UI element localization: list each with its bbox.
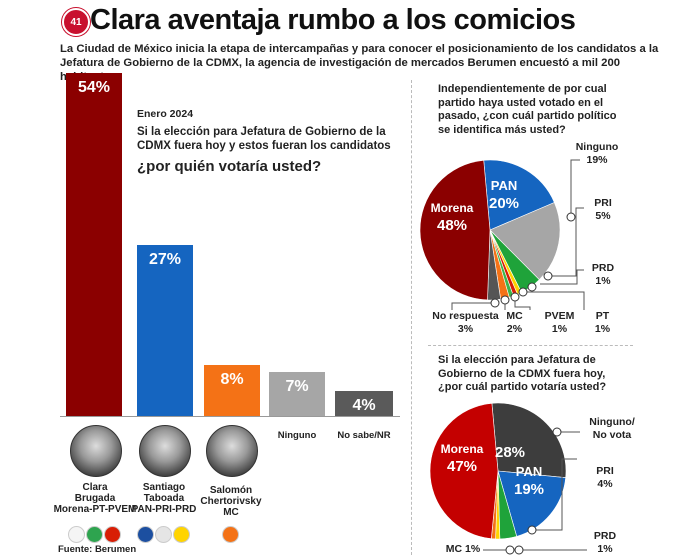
leader-marker <box>552 427 562 437</box>
pie1-title: Independientemente de por cual partido h… <box>438 83 617 136</box>
candidate-name: Santiago Taboada PAN-PRI-PRD <box>131 482 197 515</box>
pie2-label-pri: PRI 4% <box>596 465 614 490</box>
pie1-morena-value: 48% <box>437 217 467 234</box>
leader-ninguno <box>570 159 580 213</box>
leader-pvem <box>514 297 531 310</box>
leader-marker <box>543 271 553 281</box>
bar-3: 7% <box>269 371 325 416</box>
leader-pt <box>523 291 585 310</box>
leader-marker <box>510 292 520 302</box>
question-text: Si la elección para Jefatura de Gobierno… <box>137 126 391 152</box>
party-logo-icon <box>222 526 239 543</box>
leader-marker <box>514 545 524 555</box>
horizontal-divider <box>428 345 633 346</box>
leader-marker <box>518 287 528 297</box>
bar-value-label: 54% <box>77 79 111 96</box>
leader-pri <box>548 207 584 277</box>
page-title: Clara aventaja rumbo a los comicios <box>90 4 576 36</box>
pie1-slice-ninguno <box>489 202 561 281</box>
party-logo-icon <box>86 526 103 543</box>
leader-marker <box>490 298 500 308</box>
pie2-slice-morena <box>429 402 499 539</box>
pie2-title: Si la elección para Jefatura de Gobierno… <box>438 354 607 393</box>
option-label-ninguno: Ninguno <box>277 430 317 441</box>
party-logo-icon <box>104 526 121 543</box>
leader-marker <box>527 282 537 292</box>
leader-prd <box>540 269 584 285</box>
leader-marker <box>527 525 537 535</box>
bar-value-label: 4% <box>352 396 376 414</box>
pie1-label-ninguno: Ninguno 19% <box>575 141 619 166</box>
pie1-label-pvem: PVEM 1% <box>544 310 575 335</box>
pie1-label-nr: No respuesta 3% <box>432 310 499 335</box>
leader-pri <box>536 458 577 531</box>
bar-value-label: 8% <box>220 371 244 389</box>
pie1-slice-pan <box>483 159 555 231</box>
option-label-nosabe: No sabe/NR <box>337 430 391 441</box>
party-logo-icon <box>173 526 190 543</box>
pie2-slice-ningunonovota <box>491 402 567 479</box>
leader-marker <box>500 295 510 305</box>
pie1-label-pri: PRI 5% <box>594 197 612 222</box>
bar-question: Enero 2024 Si la elección para Jefatura … <box>137 108 407 175</box>
candidate-photo <box>70 425 122 477</box>
pie2-label-ninguno: Ninguno/No vota <box>589 416 635 441</box>
baseline <box>60 416 400 417</box>
party-logo-icon <box>68 526 85 543</box>
bar-2: 8% <box>204 365 260 416</box>
pie2-label-prd: PRD 1% <box>593 530 617 555</box>
pie1-label-prd: PRD 1% <box>591 262 615 287</box>
survey-date: Enero 2024 <box>137 108 194 120</box>
pie2-ninguno-value: 28% <box>495 444 525 461</box>
bar-value-label: 27% <box>148 250 182 268</box>
pie1-morena-name: Morena <box>431 201 474 215</box>
party-logo-icon <box>155 526 172 543</box>
pie1-chart: Morena 48% PAN 20% <box>419 159 585 310</box>
pie2-label-mc: MC 1% <box>445 543 481 555</box>
leader-nr <box>451 302 495 310</box>
newspaper-logo: 41 <box>62 8 90 36</box>
candidate-photo <box>206 425 258 477</box>
pie2-morena-value: 47% <box>447 458 477 475</box>
pie2-slice-pan <box>497 470 566 537</box>
leader-marker <box>566 212 576 222</box>
party-logo-icon <box>137 526 154 543</box>
candidate-photo <box>139 425 191 477</box>
source: Fuente: Berumen <box>58 544 137 555</box>
bar-1: 27% <box>137 244 193 416</box>
pie2-pan-value: 19% <box>514 481 544 498</box>
question-bold: ¿por quién votaría usted? <box>137 158 322 175</box>
pie1-label-mc: MC 2% <box>506 310 523 335</box>
pie2-pan-name: PAN <box>516 464 542 479</box>
vertical-divider <box>411 80 412 555</box>
bar-value-label: 7% <box>285 377 309 395</box>
pie2-morena-name: Morena <box>441 442 484 456</box>
pie1-slice-morena <box>419 159 491 301</box>
bar-0: 54% <box>66 73 122 416</box>
pie1-pan-value: 20% <box>489 195 519 212</box>
leader-marker <box>505 545 515 555</box>
candidate-name: Clara Brugada Morena-PT-PVEM <box>53 482 137 515</box>
pie1-label-pt: PT 1% <box>594 310 611 335</box>
pie1-pan-name: PAN <box>491 178 517 193</box>
pie2-chart: Morena 47% 28% PAN 19% <box>429 402 587 555</box>
candidate-name: Salomón Chertorivsky MC <box>200 485 262 518</box>
bar-4: 4% <box>335 390 393 416</box>
intro-text: La Ciudad de México inicia la etapa de i… <box>60 43 659 83</box>
